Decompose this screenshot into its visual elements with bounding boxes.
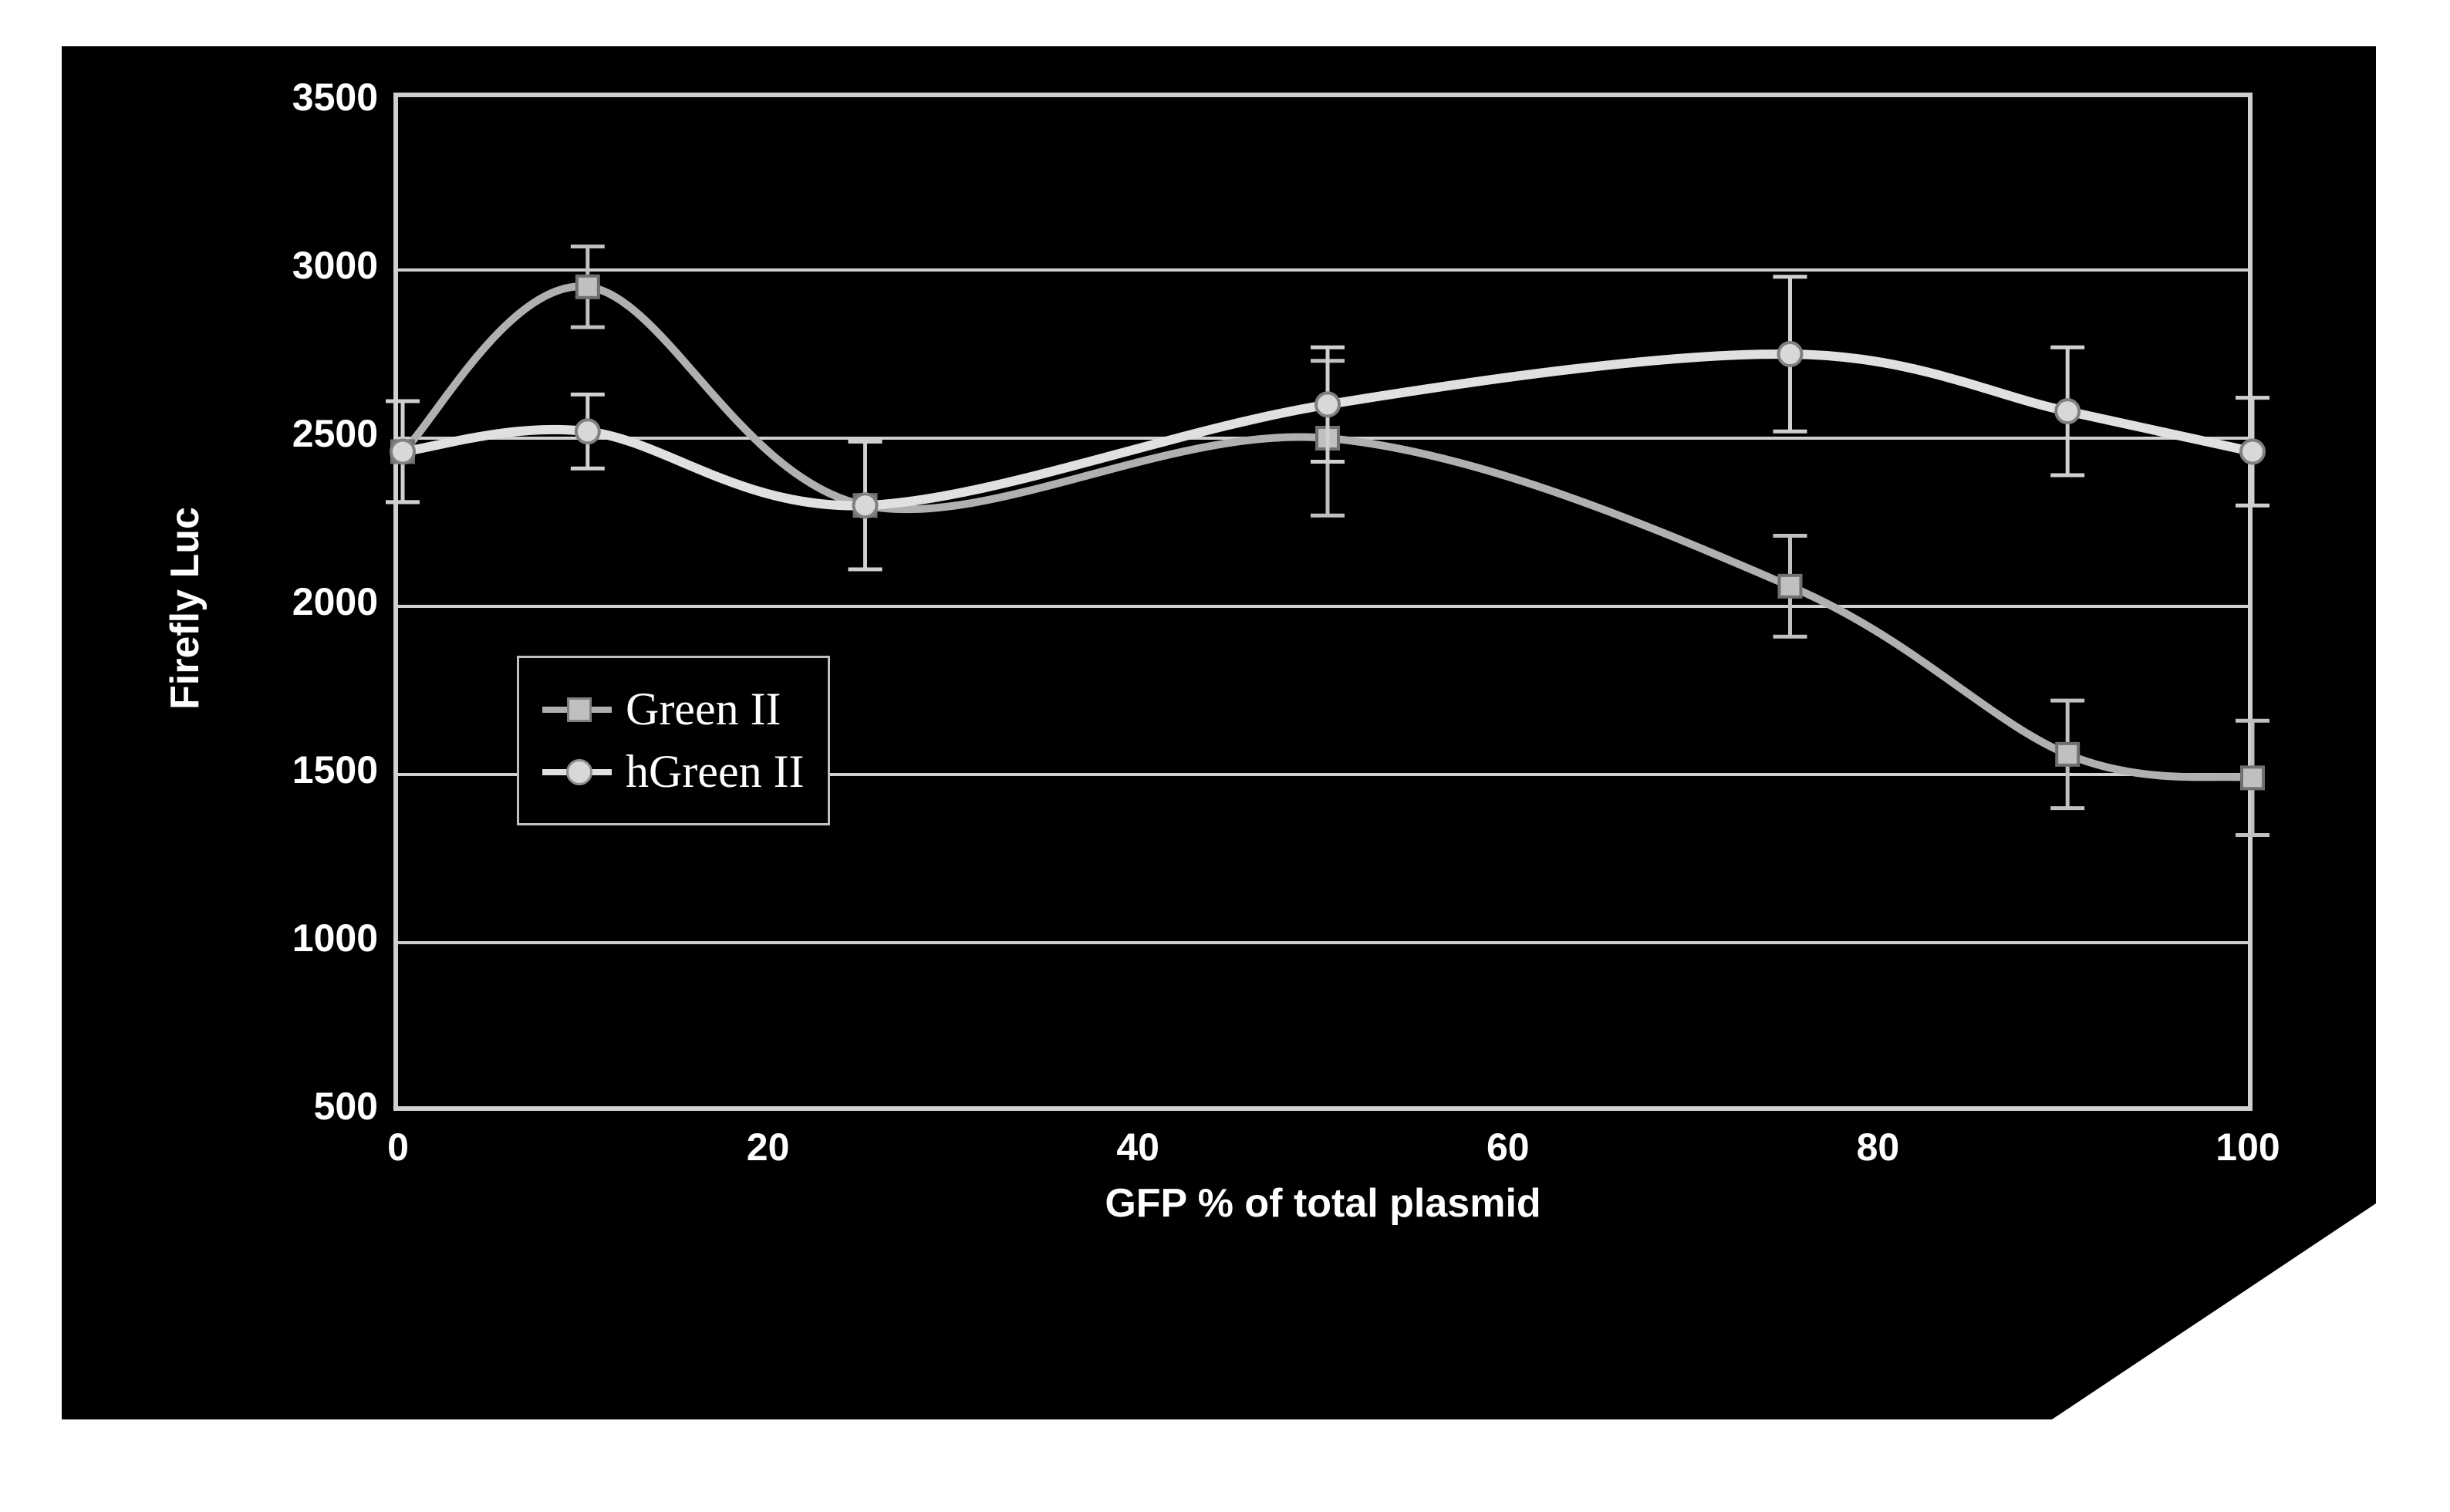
- data-point: [577, 276, 599, 298]
- data-point: [576, 420, 599, 443]
- y-axis-label: Firefly Luc: [162, 507, 208, 710]
- x-tick-label: 20: [722, 1125, 815, 1169]
- legend-swatch-circle-icon: [542, 769, 612, 775]
- data-point: [1780, 575, 1801, 597]
- x-axis-label: GFP % of total plasmid: [976, 1180, 1670, 1227]
- y-tick-label: 1500: [247, 748, 378, 792]
- series-layer: [398, 97, 2257, 1115]
- page-corner-tear: [2052, 1203, 2376, 1419]
- legend-label: Green II: [626, 683, 781, 736]
- y-tick-label: 3000: [247, 243, 378, 288]
- legend-swatch-square-icon: [542, 707, 612, 713]
- data-point: [2241, 440, 2264, 463]
- y-tick-label: 1000: [247, 916, 378, 960]
- legend-label: hGreen II: [626, 745, 805, 798]
- x-tick-label: 80: [1831, 1125, 1924, 1169]
- data-point: [1779, 343, 1802, 366]
- data-point: [2057, 744, 2078, 765]
- legend: Green II hGreen II: [517, 656, 830, 825]
- y-tick-label: 3500: [247, 75, 378, 120]
- y-tick-label: 2500: [247, 411, 378, 456]
- x-tick-label: 100: [2202, 1125, 2294, 1169]
- legend-item-green: Green II: [542, 683, 805, 736]
- legend-item-hgreen: hGreen II: [542, 745, 805, 798]
- data-point: [854, 494, 877, 517]
- data-point: [2242, 767, 2263, 788]
- x-tick-label: 60: [1462, 1125, 1554, 1169]
- y-tick-label: 2000: [247, 579, 378, 624]
- chart-container: Firefly Luc GFP % of total plasmid Green…: [62, 46, 2376, 1419]
- data-point: [391, 440, 414, 463]
- x-tick-label: 0: [352, 1125, 444, 1169]
- x-tick-label: 40: [1092, 1125, 1184, 1169]
- data-point: [1316, 393, 1339, 416]
- plot-area: [393, 93, 2253, 1111]
- data-point: [2056, 400, 2079, 423]
- y-tick-label: 500: [247, 1084, 378, 1129]
